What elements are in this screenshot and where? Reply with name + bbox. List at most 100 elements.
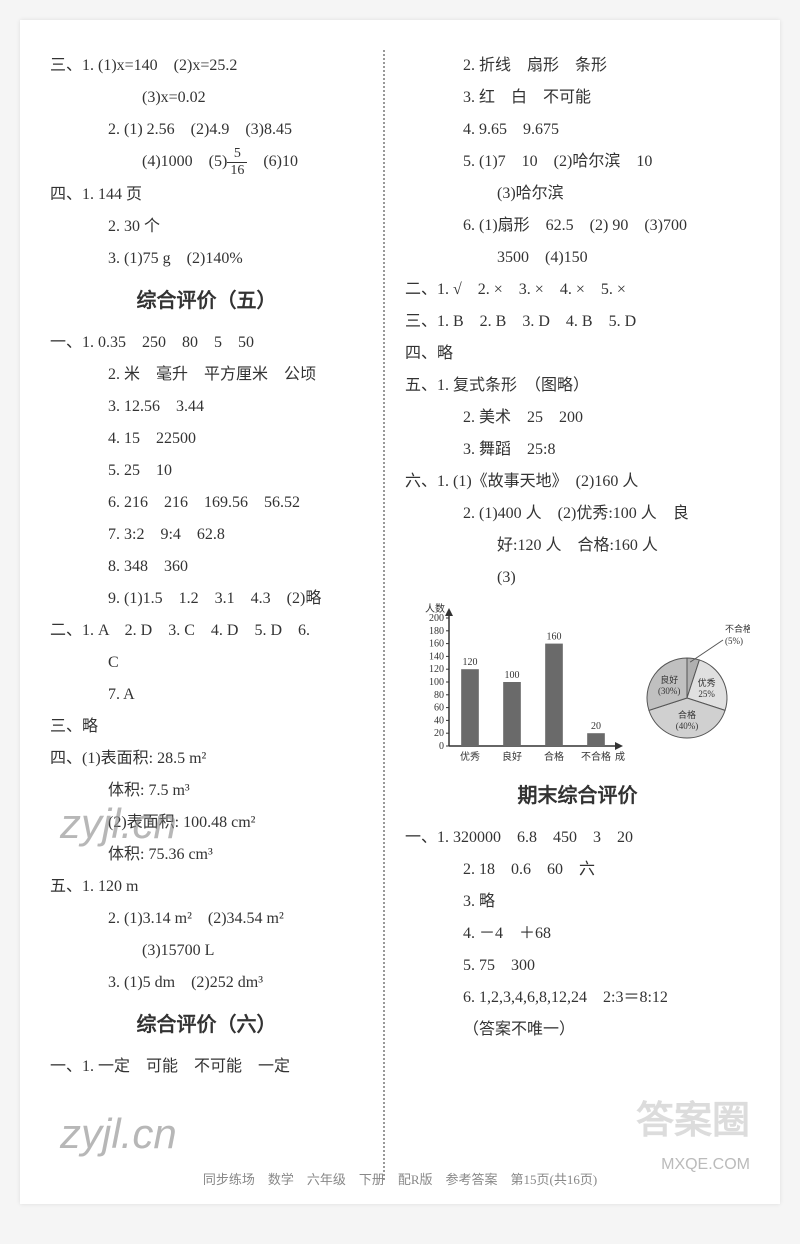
text-line: 2. (1) 2.56 (2)4.9 (3)8.45 [50, 114, 363, 146]
text-line: 体积: 75.36 cm³ [50, 839, 363, 871]
svg-text:20: 20 [434, 728, 444, 739]
svg-text:20: 20 [591, 721, 601, 732]
svg-text:良好: 良好 [502, 750, 522, 763]
text-line: 好:120 人 合格:160 人 [405, 530, 750, 562]
text-line: (3)哈尔滨 [405, 178, 750, 210]
watermark-answers: 答案圈 [636, 1089, 750, 1144]
text-line: 8. 348 360 [50, 551, 363, 583]
svg-text:100: 100 [429, 677, 444, 688]
text-line: 六、1. (1)《故事天地》 (2)160 人 [405, 466, 750, 498]
section-title: 综合评价（六） [50, 1005, 363, 1045]
text-line: 二、1. √ 2. × 3. × 4. × 5. × [405, 274, 750, 306]
chart-area: 人数020406080100120140160180200120优秀100良好1… [415, 600, 750, 770]
svg-text:160: 160 [429, 639, 444, 650]
text-line: 四、1. 144 页 [50, 179, 363, 211]
text-line: 四、(1)表面积: 28.5 m² [50, 743, 363, 775]
text-line: 6. 1,2,3,4,6,8,12,24 2:3＝8:12 [405, 982, 750, 1014]
text-line: 二、1. A 2. D 3. C 4. D 5. D 6. [50, 615, 363, 647]
svg-text:(5%): (5%) [725, 636, 743, 646]
text-line: 五、1. 120 m [50, 871, 363, 903]
page-footer: 同步练场 数学 六年级 下册 配R版 参考答案 第15页(共16页) [20, 1169, 780, 1188]
svg-text:0: 0 [439, 741, 444, 752]
text-line: 3. (1)75 g (2)140% [50, 243, 363, 275]
numerator: 5 [227, 146, 247, 163]
columns: 三、1. (1)x=140 (2)x=25.2 (3)x=0.02 2. (1)… [20, 20, 780, 1180]
text-line: 四、略 [405, 338, 750, 370]
text-line: 4. －4 ＋68 [405, 918, 750, 950]
text-line: (2)表面积: 100.48 cm² [50, 807, 363, 839]
right-column: 2. 折线 扇形 条形 3. 红 白 不可能 4. 9.65 9.675 5. … [387, 50, 750, 1180]
svg-text:140: 140 [429, 651, 444, 662]
text-line: 3. 舞蹈 25:8 [405, 434, 750, 466]
text-line: 2. 折线 扇形 条形 [405, 50, 750, 82]
text-line: 一、1. 0.35 250 80 5 50 [50, 327, 363, 359]
text-line: 一、1. 一定 可能 不可能 一定 [50, 1051, 363, 1083]
text-line: 3. 12.56 3.44 [50, 391, 363, 423]
fraction: 516 [227, 146, 247, 179]
text-line: 4. 15 22500 [50, 423, 363, 455]
text-line: 3500 (4)150 [405, 242, 750, 274]
svg-text:120: 120 [429, 664, 444, 675]
svg-text:合格: 合格 [678, 709, 696, 720]
text-line: 7. A [50, 679, 363, 711]
text-line: 3. (1)5 dm (2)252 dm³ [50, 967, 363, 999]
text-line: 三、1. (1)x=140 (2)x=25.2 [50, 50, 363, 82]
svg-text:(30%): (30%) [658, 686, 681, 696]
text-line: 4. 9.65 9.675 [405, 114, 750, 146]
pie-chart: 优秀25%合格(40%) 良好(30%) 不合格 (5%) [635, 620, 750, 750]
text-line: (4)1000 (5)516 (6)10 [50, 146, 363, 179]
svg-text:不合格: 不合格 [581, 750, 611, 763]
svg-text:160: 160 [547, 632, 562, 643]
svg-text:25%: 25% [698, 689, 715, 699]
column-divider [383, 50, 385, 1180]
text: (6)10 [247, 153, 298, 170]
text-line: 7. 3:2 9:4 62.8 [50, 519, 363, 551]
text-line: 2. (1)400 人 (2)优秀:100 人 良 [405, 498, 750, 530]
text-line: 一、1. 320000 6.8 450 3 20 [405, 822, 750, 854]
text-line: 2. 18 0.6 60 六 [405, 854, 750, 886]
svg-text:成绩: 成绩 [615, 750, 625, 763]
svg-text:120: 120 [463, 657, 478, 668]
text-line: 2. 30 个 [50, 211, 363, 243]
section-title: 期末综合评价 [405, 776, 750, 816]
bar-chart: 人数020406080100120140160180200120优秀100良好1… [415, 600, 625, 770]
text-line: C [50, 647, 363, 679]
text-line: 6. 216 216 169.56 56.52 [50, 487, 363, 519]
text: (4)1000 (5) [142, 153, 227, 170]
text-line: 3. 红 白 不可能 [405, 82, 750, 114]
svg-text:200: 200 [429, 613, 444, 624]
text-line: 3. 略 [405, 886, 750, 918]
text-line: 2. (1)3.14 m² (2)34.54 m² [50, 903, 363, 935]
svg-text:优秀: 优秀 [698, 677, 716, 688]
text-line: 5. 75 300 [405, 950, 750, 982]
bar-chart-svg: 人数020406080100120140160180200120优秀100良好1… [415, 600, 625, 770]
text-line: 三、1. B 2. B 3. D 4. B 5. D [405, 306, 750, 338]
svg-text:优秀: 优秀 [460, 750, 480, 763]
svg-text:(40%): (40%) [676, 721, 699, 731]
svg-text:合格: 合格 [544, 750, 564, 763]
svg-text:80: 80 [434, 690, 444, 701]
text-line: （答案不唯一） [405, 1014, 750, 1046]
text-line: (3) [405, 562, 750, 594]
left-column: 三、1. (1)x=140 (2)x=25.2 (3)x=0.02 2. (1)… [50, 50, 381, 1180]
text-line: 9. (1)1.5 1.2 3.1 4.3 (2)略 [50, 583, 363, 615]
section-title: 综合评价（五） [50, 281, 363, 321]
text-line: 2. 美术 25 200 [405, 402, 750, 434]
denominator: 16 [227, 163, 247, 179]
text-line: 三、略 [50, 711, 363, 743]
svg-text:40: 40 [434, 715, 444, 726]
svg-text:180: 180 [429, 626, 444, 637]
page: 三、1. (1)x=140 (2)x=25.2 (3)x=0.02 2. (1)… [20, 20, 780, 1204]
svg-text:60: 60 [434, 703, 444, 714]
text-line: 5. (1)7 10 (2)哈尔滨 10 [405, 146, 750, 178]
text-line: (3)x=0.02 [50, 82, 363, 114]
pie-chart-svg: 优秀25%合格(40%) 良好(30%) 不合格 (5%) [635, 620, 750, 750]
text-line: 体积: 7.5 m³ [50, 775, 363, 807]
text-line: 5. 25 10 [50, 455, 363, 487]
text-line: 五、1. 复式条形 （图略） [405, 370, 750, 402]
svg-text:100: 100 [505, 670, 520, 681]
text-line: 6. (1)扇形 62.5 (2) 90 (3)700 [405, 210, 750, 242]
svg-text:良好: 良好 [660, 674, 678, 685]
svg-text:不合格: 不合格 [725, 623, 750, 634]
text-line: 2. 米 毫升 平方厘米 公顷 [50, 359, 363, 391]
